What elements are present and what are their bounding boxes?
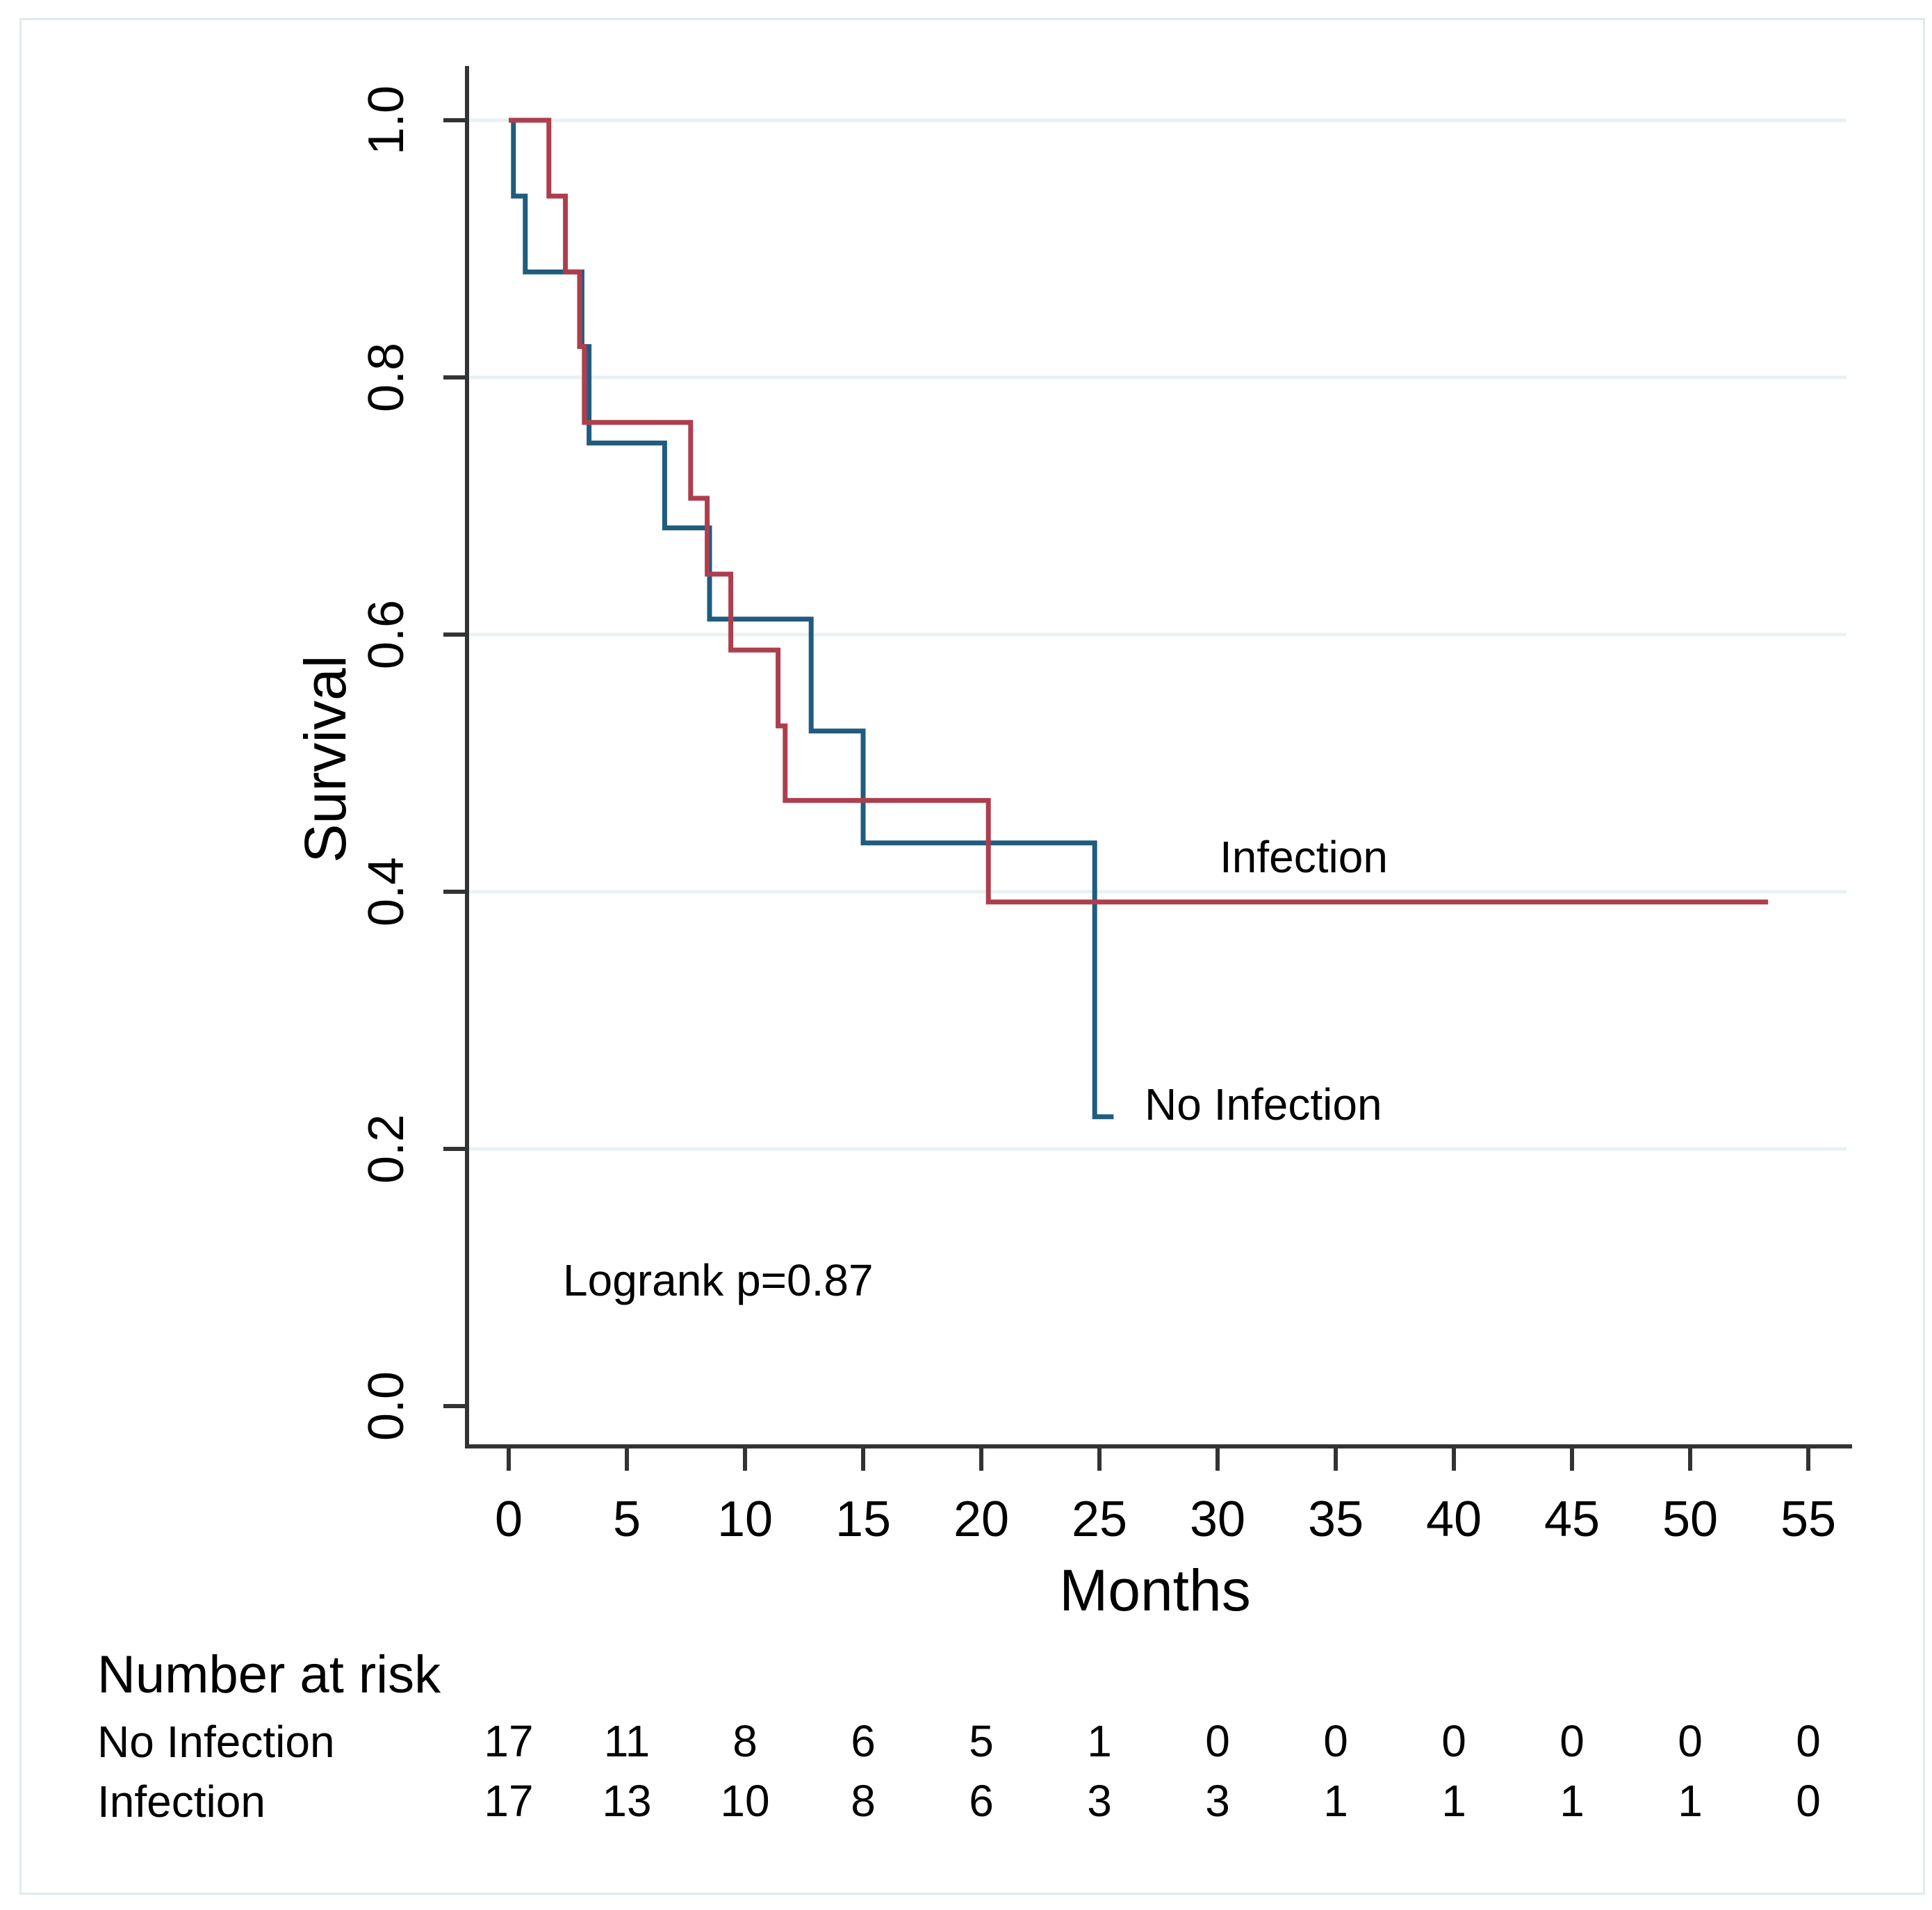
risk-count: 6 — [969, 1776, 994, 1826]
risk-count: 17 — [484, 1716, 534, 1766]
risk-count: 10 — [720, 1776, 770, 1826]
x-tick-label: 10 — [717, 1492, 773, 1547]
risk-table-title: Number at risk — [97, 1645, 441, 1704]
risk-row-label-no-infection: No Infection — [97, 1717, 335, 1767]
risk-count: 3 — [1205, 1776, 1230, 1826]
logrank-annotation: Logrank p=0.87 — [563, 1255, 874, 1305]
no-infection-curve-label: No Infection — [1145, 1079, 1382, 1129]
risk-count: 5 — [969, 1716, 994, 1766]
risk-row-label-infection: Infection — [97, 1777, 265, 1827]
y-axis-title: Survival — [293, 655, 358, 863]
x-tick-label: 20 — [953, 1492, 1010, 1547]
x-tick-label: 55 — [1780, 1492, 1837, 1547]
risk-count: 8 — [851, 1776, 876, 1826]
risk-count: 0 — [1441, 1716, 1466, 1766]
risk-count: 8 — [732, 1716, 758, 1766]
x-tick-label: 50 — [1662, 1492, 1719, 1547]
risk-count: 3 — [1087, 1776, 1112, 1826]
y-tick-label: 0.8 — [359, 342, 414, 413]
y-tick-label: 0.0 — [359, 1371, 414, 1442]
risk-count: 0 — [1205, 1716, 1230, 1766]
risk-count: 1 — [1087, 1716, 1112, 1766]
risk-count: 0 — [1559, 1716, 1585, 1766]
risk-count: 11 — [603, 1716, 650, 1766]
risk-count: 0 — [1323, 1716, 1348, 1766]
risk-count: 0 — [1796, 1776, 1821, 1826]
risk-count: 1 — [1441, 1776, 1466, 1826]
y-tick-label: 1.0 — [359, 85, 414, 156]
y-tick-label: 0.6 — [359, 599, 414, 670]
x-axis-title: Months — [1059, 1558, 1251, 1623]
km-curve-infection — [509, 117, 1769, 905]
x-tick-label: 5 — [612, 1492, 641, 1547]
risk-count: 13 — [602, 1776, 652, 1826]
figure-border — [19, 18, 1925, 1895]
km-curve-no-infection — [509, 117, 1114, 1120]
y-tick-label: 0.2 — [359, 1113, 414, 1184]
x-tick-label: 35 — [1307, 1492, 1364, 1547]
x-tick-label: 30 — [1189, 1492, 1246, 1547]
x-tick-label: 15 — [835, 1492, 892, 1547]
risk-count: 6 — [851, 1716, 876, 1766]
x-tick-label: 25 — [1071, 1492, 1128, 1547]
x-tick-label: 45 — [1544, 1492, 1601, 1547]
y-tick-label: 0.4 — [359, 856, 414, 927]
risk-count: 17 — [484, 1776, 534, 1826]
x-tick-label: 40 — [1425, 1492, 1482, 1547]
infection-curve-label: Infection — [1220, 832, 1388, 882]
risk-count: 0 — [1678, 1716, 1703, 1766]
x-tick-label: 0 — [494, 1492, 523, 1547]
risk-count: 1 — [1678, 1776, 1703, 1826]
risk-count: 1 — [1559, 1776, 1585, 1826]
risk-count: 1 — [1323, 1776, 1348, 1826]
risk-count: 0 — [1796, 1716, 1821, 1766]
